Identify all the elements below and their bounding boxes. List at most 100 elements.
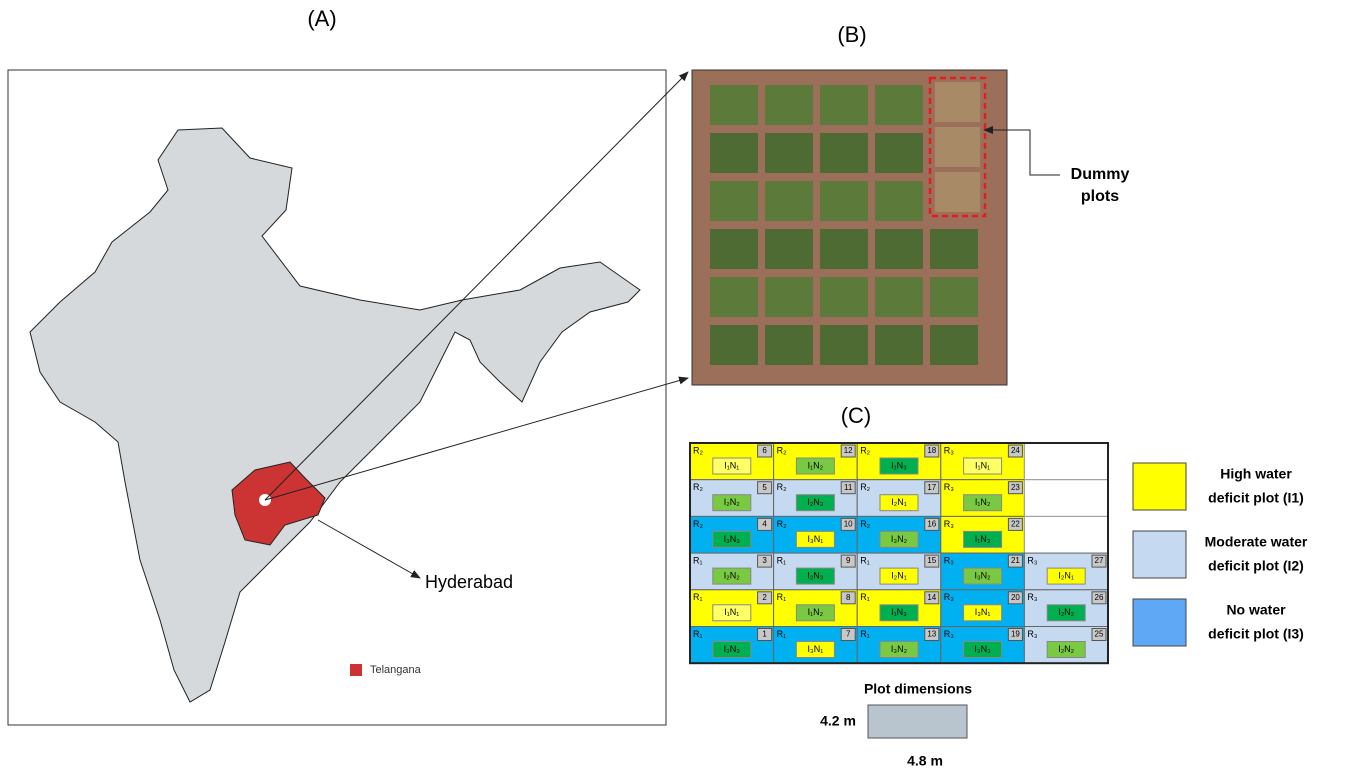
treatment: I₂N₂ <box>1058 607 1074 617</box>
replication: R₃ <box>944 519 954 529</box>
plot-number: 22 <box>1011 520 1020 529</box>
plot <box>710 277 758 317</box>
plot-number: 19 <box>1011 630 1020 639</box>
treatment: I₁N₁ <box>724 607 739 617</box>
replication: R₁ <box>860 629 870 639</box>
plot <box>765 181 813 221</box>
replication: R₁ <box>693 555 703 565</box>
replication: R₃ <box>944 555 954 565</box>
treatment: I₁N₂ <box>808 460 824 470</box>
replication: R₁ <box>777 555 787 565</box>
plot <box>820 181 868 221</box>
replication: R₃ <box>1027 555 1037 565</box>
plot <box>820 229 868 269</box>
replication: R₁ <box>860 592 870 602</box>
plot <box>765 277 813 317</box>
treatment: I₃N₃ <box>974 644 991 654</box>
plot <box>820 133 868 173</box>
plot-number: 16 <box>927 520 936 529</box>
panel-label: (B) <box>837 22 866 47</box>
replication: R₃ <box>1027 629 1037 639</box>
plot-number: 27 <box>1095 556 1104 565</box>
replication: R₂ <box>693 519 703 529</box>
replication: R₂ <box>860 519 870 529</box>
treatment: I₁N₁ <box>724 460 739 470</box>
plot-number: 21 <box>1011 556 1020 565</box>
replication: R₂ <box>777 445 787 455</box>
plot <box>875 181 923 221</box>
treatment: I₁N₂ <box>975 497 991 507</box>
plot <box>710 325 758 365</box>
plot <box>820 277 868 317</box>
treatment: I₃N₃ <box>724 644 741 654</box>
panel-label: (A) <box>307 6 336 31</box>
plot <box>820 85 868 125</box>
replication: R₃ <box>944 445 954 455</box>
dummy-plot <box>935 172 980 212</box>
legend-label: deficit plot (I3) <box>1208 626 1304 642</box>
plot-number: 1 <box>762 630 767 639</box>
treatment: I₁N₃ <box>891 607 907 617</box>
plot-number: 11 <box>844 483 853 492</box>
plot-number: 8 <box>846 593 851 602</box>
plot-number: 14 <box>927 593 936 602</box>
plot <box>930 229 978 269</box>
replication: R₂ <box>693 482 703 492</box>
treatment: I₁N₃ <box>891 460 907 470</box>
plot <box>875 133 923 173</box>
plot <box>765 85 813 125</box>
replication: R₃ <box>944 592 954 602</box>
treatment: I₂N₂ <box>1058 644 1074 654</box>
legend-label: deficit plot (I2) <box>1208 558 1304 574</box>
plot <box>875 229 923 269</box>
plot-number: 24 <box>1011 446 1020 455</box>
dummy-plot <box>935 82 980 122</box>
legend-swatch <box>350 664 362 676</box>
replication: R₂ <box>777 519 787 529</box>
city-label: Hyderabad <box>425 572 513 592</box>
legend-label: No water <box>1226 602 1286 618</box>
plot <box>930 325 978 365</box>
plot-number: 3 <box>762 556 767 565</box>
plot-number: 4 <box>762 520 767 529</box>
figure: (A) (B) (C) Hyderabad Telangana Dummy pl… <box>0 0 1352 772</box>
treatment: I₂N₃ <box>807 570 823 580</box>
plot <box>820 325 868 365</box>
dummy-plot <box>935 127 980 167</box>
legend-swatch <box>1133 463 1186 510</box>
legend-label: High water <box>1220 466 1292 482</box>
treatment: I₂N₁ <box>1058 570 1074 580</box>
replication: R₁ <box>693 592 703 602</box>
replication: R₁ <box>693 629 703 639</box>
plot <box>765 325 813 365</box>
replication: R₃ <box>1027 592 1037 602</box>
plot-number: 9 <box>846 556 851 565</box>
plot <box>875 85 923 125</box>
legend-label: Telangana <box>370 664 422 676</box>
empty-cell <box>1024 443 1108 480</box>
replication: R₂ <box>860 445 870 455</box>
plot-number: 6 <box>762 446 767 455</box>
treatment: I₂N₁ <box>891 570 907 580</box>
dimension-title: Plot dimensions <box>864 681 972 697</box>
annotation: plots <box>1081 188 1119 205</box>
plot-layout: R₂6I₁N₁R₂12I₁N₂R₂18I₁N₃R₃24I₁N₁R₂5I₂N₂R₂… <box>690 443 1108 663</box>
plot-number: 13 <box>927 630 936 639</box>
plot-number: 20 <box>1011 593 1020 602</box>
treatment: I₁N₂ <box>808 607 824 617</box>
plot-number: 17 <box>927 483 936 492</box>
plot-number: 23 <box>1011 483 1020 492</box>
replication: R₁ <box>860 555 870 565</box>
legend-label: Moderate water <box>1205 534 1308 550</box>
treatment: I₃N₁ <box>808 534 824 544</box>
plot <box>875 325 923 365</box>
treatment: I₃N₁ <box>975 607 991 617</box>
replication: R₃ <box>944 482 954 492</box>
replication: R₃ <box>944 629 954 639</box>
annotation: Dummy <box>1071 166 1130 183</box>
treatment: I₁N₃ <box>975 534 991 544</box>
replication: R₂ <box>777 482 787 492</box>
plot-number: 10 <box>844 520 853 529</box>
replication: R₁ <box>777 592 787 602</box>
